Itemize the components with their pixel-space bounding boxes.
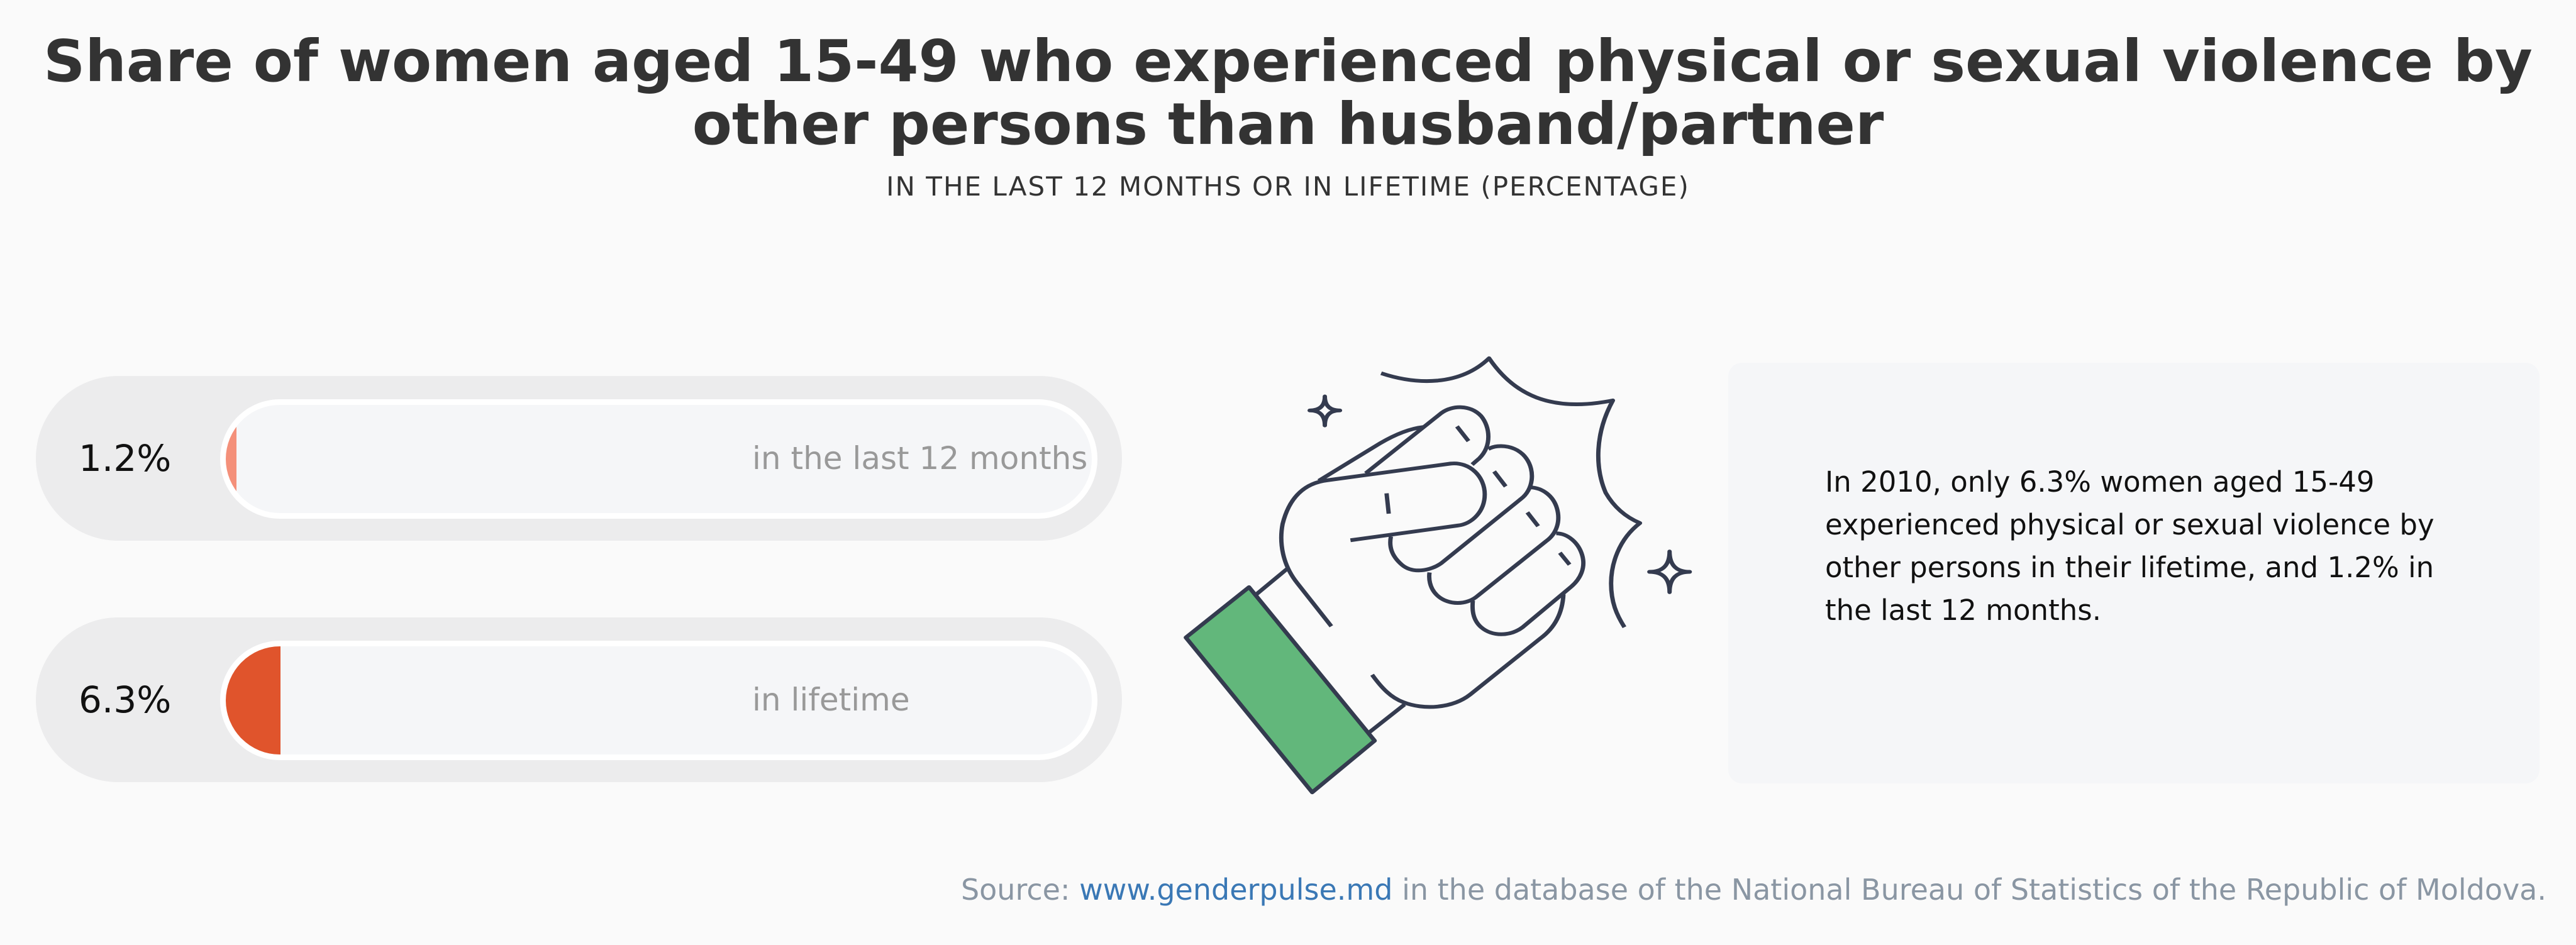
bar-label: in lifetime <box>752 682 910 718</box>
bar-lifetime: 6.3% in lifetime <box>36 617 1122 782</box>
source-link[interactable]: www.genderpulse.md <box>1079 873 1393 907</box>
chart-subtitle: IN THE LAST 12 MONTHS OR IN LIFETIME (PE… <box>886 171 1690 202</box>
sleeve <box>1184 585 1377 795</box>
bar-track <box>220 641 1097 760</box>
bar-label: in the last 12 months <box>752 440 1088 477</box>
bar-track <box>220 399 1097 519</box>
sparkle-icon <box>1647 550 1692 594</box>
bar-last-12-months: 1.2% in the last 12 months <box>36 376 1122 541</box>
bar-fill <box>226 405 236 513</box>
sparkle-icon <box>1307 394 1343 428</box>
bar-value: 6.3% <box>79 678 172 721</box>
impact-burst <box>1380 356 1643 628</box>
bar-fill <box>226 646 280 754</box>
chart-title: Share of women aged 15-49 who experience… <box>43 28 2533 158</box>
fist-punch-icon <box>1184 356 1692 795</box>
source-suffix: in the database of the National Bureau o… <box>1392 873 2546 907</box>
source-prefix: Source: <box>960 873 1080 907</box>
source-note: Source: www.genderpulse.md in the databa… <box>961 873 2546 907</box>
summary-text: In 2010, only 6.3% women aged 15-49 expe… <box>1825 465 2434 627</box>
summary-card: In 2010, only 6.3% women aged 15-49 expe… <box>1728 363 2540 783</box>
bar-value: 1.2% <box>79 437 172 480</box>
